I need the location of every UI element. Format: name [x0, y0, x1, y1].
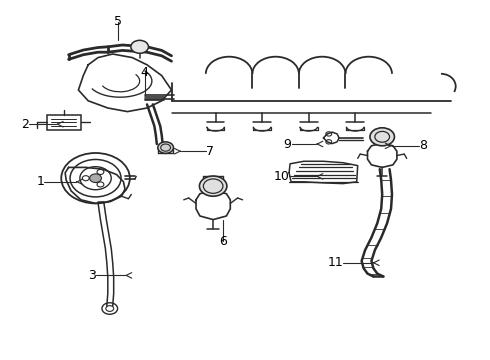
- Text: 3: 3: [88, 269, 96, 282]
- Circle shape: [131, 40, 148, 53]
- Circle shape: [90, 174, 101, 183]
- Text: 6: 6: [219, 235, 227, 248]
- Circle shape: [370, 128, 394, 146]
- Text: 9: 9: [284, 138, 292, 150]
- Circle shape: [158, 142, 173, 153]
- Text: 10: 10: [273, 170, 289, 183]
- Text: 4: 4: [141, 66, 148, 78]
- Text: 1: 1: [36, 175, 44, 188]
- Text: 7: 7: [206, 145, 214, 158]
- Circle shape: [199, 176, 227, 196]
- Text: 5: 5: [114, 15, 122, 28]
- Text: 2: 2: [22, 118, 29, 131]
- Text: 8: 8: [419, 139, 427, 152]
- Text: 11: 11: [327, 256, 343, 269]
